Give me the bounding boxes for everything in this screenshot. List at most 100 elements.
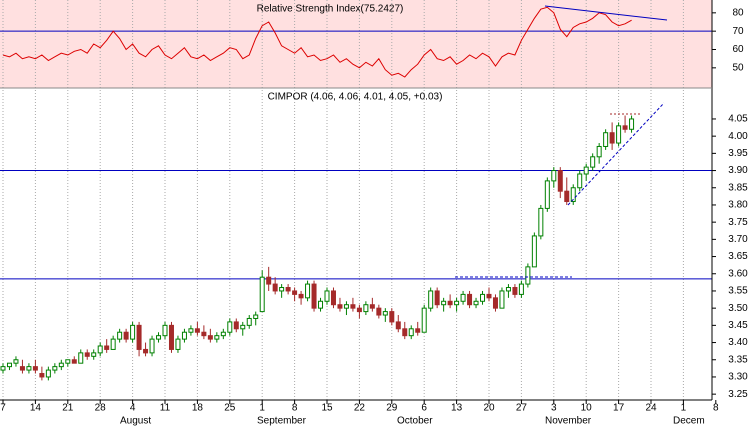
candle-body bbox=[454, 300, 460, 306]
candle-body bbox=[13, 359, 19, 364]
candle-body bbox=[363, 304, 369, 313]
x-tick-label: 11 bbox=[160, 403, 171, 414]
x-tick-label: 20 bbox=[483, 403, 495, 414]
candle-body bbox=[408, 328, 414, 337]
candle-body bbox=[0, 366, 6, 371]
candle-body bbox=[337, 304, 343, 309]
candle-body bbox=[91, 352, 97, 357]
candle-body bbox=[305, 283, 311, 299]
candle-body bbox=[564, 190, 570, 203]
candle-body bbox=[162, 324, 168, 337]
x-tick-label: 25 bbox=[224, 403, 236, 414]
candle-body bbox=[58, 362, 64, 368]
support-trendline bbox=[567, 102, 665, 206]
month-label: October bbox=[397, 416, 433, 427]
candle-body bbox=[343, 304, 349, 309]
candle-body bbox=[460, 293, 466, 302]
candle-body bbox=[492, 297, 498, 309]
x-tick-label: 24 bbox=[645, 403, 657, 414]
candle-body bbox=[473, 300, 479, 306]
x-tick-label: 17 bbox=[613, 403, 625, 414]
y-tick-label: 3.35 bbox=[728, 354, 748, 365]
grid bbox=[2, 0, 717, 400]
candle-body bbox=[6, 362, 12, 368]
y-tick-label: 4.00 bbox=[728, 131, 748, 142]
candle-body bbox=[298, 293, 304, 299]
x-tick-label: 15 bbox=[321, 403, 333, 414]
candle-body bbox=[577, 173, 583, 189]
candle-body bbox=[39, 373, 45, 378]
candle-body bbox=[110, 338, 116, 350]
month-label: Decem bbox=[673, 416, 705, 427]
candle-body bbox=[512, 287, 518, 295]
candle-body bbox=[45, 369, 51, 378]
month-label: November bbox=[545, 416, 592, 427]
candle-body bbox=[285, 287, 291, 292]
candle-body bbox=[194, 328, 200, 333]
x-tick-label: 13 bbox=[451, 403, 463, 414]
candle-body bbox=[214, 335, 220, 340]
y-tick-label: 3.40 bbox=[728, 337, 748, 348]
candle-body bbox=[240, 324, 246, 330]
x-tick-label: 10 bbox=[581, 403, 593, 414]
candle-body bbox=[616, 125, 622, 144]
candle-body bbox=[259, 276, 265, 313]
candle-body bbox=[311, 283, 317, 309]
candle-body bbox=[52, 366, 58, 371]
x-tick-label: 8 bbox=[713, 403, 719, 414]
candle-body bbox=[389, 311, 395, 323]
rsi-trendline bbox=[544, 5, 668, 21]
candle-body bbox=[272, 283, 278, 292]
candle-body bbox=[233, 321, 239, 330]
y-tick-label: 3.60 bbox=[728, 268, 748, 279]
candle-body bbox=[538, 207, 544, 237]
candle-body bbox=[402, 328, 408, 337]
x-tick-label: 1 bbox=[259, 403, 265, 414]
candle-body bbox=[227, 321, 233, 333]
candle-body bbox=[71, 359, 77, 364]
candle-body bbox=[499, 290, 505, 309]
price-title: CIMPOR (4.06, 4.06, 4.01, 4.05, +0.03) bbox=[268, 92, 443, 103]
candle-body bbox=[175, 338, 181, 350]
y-tick-label: 3.80 bbox=[728, 200, 748, 211]
y-tick-label: 3.75 bbox=[728, 217, 748, 228]
candle-body bbox=[629, 118, 635, 130]
candle-body bbox=[143, 348, 149, 354]
y-tick-label: 3.50 bbox=[728, 303, 748, 314]
y-tick-label: 3.65 bbox=[728, 251, 748, 262]
x-tick-label: 22 bbox=[354, 403, 366, 414]
candle-body bbox=[557, 170, 563, 192]
x-tick-label: 6 bbox=[421, 403, 427, 414]
candle-body bbox=[570, 187, 576, 203]
candle-body bbox=[505, 287, 511, 292]
month-label: September bbox=[257, 416, 307, 427]
candle-body bbox=[428, 290, 434, 309]
x-tick-label: 3 bbox=[551, 403, 557, 414]
y-tick-label: 50 bbox=[732, 62, 744, 73]
plot bbox=[0, 6, 712, 381]
candle-body bbox=[136, 324, 142, 350]
y-tick-label: 3.70 bbox=[728, 234, 748, 245]
candle-body bbox=[279, 287, 285, 292]
y-tick-label: 80 bbox=[732, 7, 744, 18]
y-tick-label: 3.45 bbox=[728, 320, 748, 331]
candle-body bbox=[266, 276, 272, 285]
y-tick-label: 3.55 bbox=[728, 286, 748, 297]
candle-body bbox=[207, 335, 213, 340]
candle-body bbox=[181, 331, 187, 340]
y-tick-label: 3.30 bbox=[728, 372, 748, 383]
candle-body bbox=[97, 345, 103, 354]
candle-body bbox=[149, 338, 155, 354]
candle-body bbox=[292, 290, 298, 295]
x-tick-label: 14 bbox=[30, 403, 42, 414]
candle-body bbox=[32, 366, 38, 371]
candle-body bbox=[65, 359, 71, 364]
candle-body bbox=[26, 366, 32, 371]
candle-body bbox=[415, 328, 421, 333]
rsi-line bbox=[2, 6, 632, 78]
candle-body bbox=[467, 293, 473, 306]
candle-body bbox=[382, 311, 388, 316]
axis-background bbox=[712, 0, 751, 427]
x-tick-label: 7 bbox=[0, 403, 6, 414]
candle-body bbox=[330, 290, 336, 306]
